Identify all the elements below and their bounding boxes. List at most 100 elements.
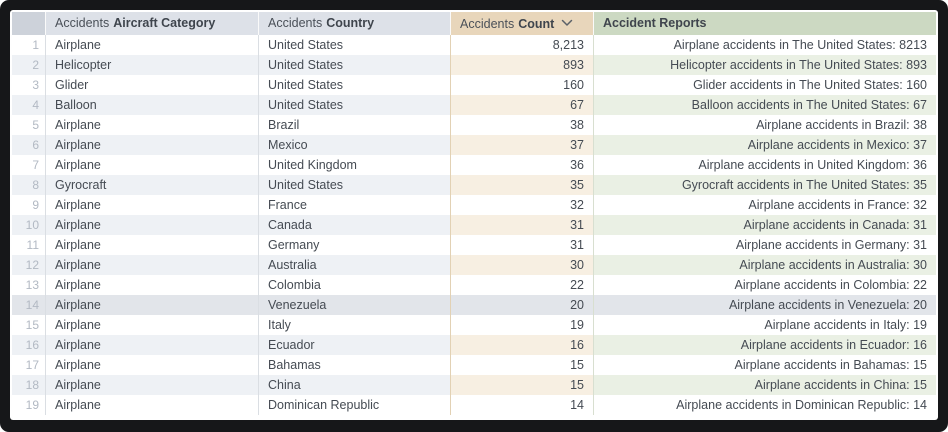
cell-aircraft-category: Airplane	[45, 395, 258, 415]
row-number: 11	[26, 238, 39, 252]
cell-accident-report: Airplane accidents in The United States:…	[593, 35, 936, 55]
cell-country: Italy	[258, 315, 450, 335]
cell-count: 31	[450, 235, 593, 255]
cell-country: United States	[258, 95, 450, 115]
cell-accident-report: Airplane accidents in China: 15	[593, 375, 936, 395]
cell-count: 35	[450, 175, 593, 195]
cell-country: Ecuador	[258, 335, 450, 355]
table-row[interactable]: 10 Airplane Canada 31 Airplane accidents…	[12, 215, 936, 235]
cell-aircraft-category: Airplane	[45, 375, 258, 395]
header-count-sorted[interactable]: Accidents Count	[450, 12, 593, 35]
cell-aircraft-category: Airplane	[45, 355, 258, 375]
cell-accident-report: Gyrocraft accidents in The United States…	[593, 175, 936, 195]
row-number: 14	[12, 295, 45, 315]
table-row[interactable]: 6 Airplane Mexico 37 Airplane accidents …	[12, 135, 936, 155]
cell-count: 38	[450, 115, 593, 135]
cell-aircraft-category: Airplane	[45, 295, 258, 315]
cell-count: 893	[450, 55, 593, 75]
row-number: 4	[12, 95, 45, 115]
table-row[interactable]: 8 Gyrocraft United States 35 Gyrocraft a…	[12, 175, 936, 195]
header-label: Aircraft Category	[113, 16, 216, 30]
cell-aircraft-category: Airplane	[45, 275, 258, 295]
row-number: 12	[12, 255, 45, 275]
cell-country: Mexico	[258, 135, 450, 155]
row-number: 5	[32, 118, 39, 132]
cell-count: 31	[450, 215, 593, 235]
cell-count: 15	[450, 355, 593, 375]
table-row[interactable]: 19 Airplane Dominican Republic 14 Airpla…	[12, 395, 936, 415]
table-row[interactable]: 18 Airplane China 15 Airplane accidents …	[12, 375, 936, 395]
row-number: 2	[12, 55, 45, 75]
cell-count: 16	[450, 335, 593, 355]
table-row[interactable]: 4 Balloon United States 67 Balloon accid…	[12, 95, 936, 115]
cell-aircraft-category: Airplane	[45, 115, 258, 135]
cell-aircraft-category: Airplane	[45, 235, 258, 255]
row-number: 13	[25, 278, 39, 292]
cell-count: 67	[450, 95, 593, 115]
cell-accident-report: Airplane accidents in Germany: 31	[593, 235, 936, 255]
row-number: 19	[25, 398, 39, 412]
cell-count: 37	[450, 135, 593, 155]
cell-country: United States	[258, 35, 450, 55]
table-row[interactable]: 17 Airplane Bahamas 15 Airplane accident…	[12, 355, 936, 375]
cell-country: Venezuela	[258, 295, 450, 315]
cell-accident-report: Airplane accidents in Ecuador: 16	[593, 335, 936, 355]
header-prefix: Accidents	[55, 16, 110, 30]
header-label: Country	[326, 16, 375, 30]
table-row[interactable]: 5 Airplane Brazil 38 Airplane accidents …	[12, 115, 936, 135]
header-label: Count	[518, 17, 555, 31]
cell-aircraft-category: Glider	[45, 75, 258, 95]
cell-accident-report: Airplane accidents in Mexico: 37	[593, 135, 936, 155]
header-row-number	[12, 12, 45, 35]
table-row[interactable]: 3 Glider United States 160 Glider accide…	[12, 75, 936, 95]
table-row[interactable]: 2 Helicopter United States 893 Helicopte…	[12, 55, 936, 75]
cell-aircraft-category: Airplane	[45, 135, 258, 155]
cell-country: Dominican Republic	[258, 395, 450, 415]
header-country[interactable]: Accidents Country	[258, 12, 450, 35]
cell-aircraft-category: Gyrocraft	[45, 175, 258, 195]
table-header-row: Accidents Aircraft Category Accidents Coun…	[12, 12, 936, 35]
row-number: 1	[32, 38, 39, 52]
cell-country: United Kingdom	[258, 155, 450, 175]
cell-accident-report: Airplane accidents in Italy: 19	[593, 315, 936, 335]
cell-count: 22	[450, 275, 593, 295]
header-aircraft-category[interactable]: Accidents Aircraft Category	[45, 12, 258, 35]
cell-accident-report: Airplane accidents in Brazil: 38	[593, 115, 936, 135]
row-number: 18	[12, 375, 45, 395]
cell-country: Bahamas	[258, 355, 450, 375]
data-table: Accidents Aircraft Category Accidents Coun…	[10, 10, 938, 420]
table-row[interactable]: 1 Airplane United States 8,213 Airplane …	[12, 35, 936, 55]
header-prefix: Accidents	[268, 16, 323, 30]
cell-country: Colombia	[258, 275, 450, 295]
table-row[interactable]: 14 Airplane Venezuela 20 Airplane accide…	[12, 295, 936, 315]
cell-aircraft-category: Balloon	[45, 95, 258, 115]
row-number: 17	[25, 358, 39, 372]
table-row[interactable]: 7 Airplane United Kingdom 36 Airplane ac…	[12, 155, 936, 175]
cell-count: 30	[450, 255, 593, 275]
cell-accident-report: Airplane accidents in Canada: 31	[593, 215, 936, 235]
cell-accident-report: Airplane accidents in Dominican Republic…	[593, 395, 936, 415]
header-accident-reports[interactable]: Accident Reports	[593, 12, 936, 35]
table-row[interactable]: 13 Airplane Colombia 22 Airplane acciden…	[12, 275, 936, 295]
table-row[interactable]: 15 Airplane Italy 19 Airplane accidents …	[12, 315, 936, 335]
table-row[interactable]: 16 Airplane Ecuador 16 Airplane accident…	[12, 335, 936, 355]
cell-count: 8,213	[450, 35, 593, 55]
cell-count: 14	[450, 395, 593, 415]
chevron-down-icon	[561, 12, 573, 35]
cell-aircraft-category: Helicopter	[45, 55, 258, 75]
row-number: 3	[32, 78, 39, 92]
table-body: 1 Airplane United States 8,213 Airplane …	[12, 35, 936, 415]
cell-count: 19	[450, 315, 593, 335]
cell-count: 32	[450, 195, 593, 215]
table-row[interactable]: 9 Airplane France 32 Airplane accidents …	[12, 195, 936, 215]
cell-accident-report: Airplane accidents in Colombia: 22	[593, 275, 936, 295]
cell-aircraft-category: Airplane	[45, 155, 258, 175]
table-row[interactable]: 11 Airplane Germany 31 Airplane accident…	[12, 235, 936, 255]
cell-accident-report: Airplane accidents in Venezuela: 20	[593, 295, 936, 315]
table-row[interactable]: 12 Airplane Australia 30 Airplane accide…	[12, 255, 936, 275]
row-number: 10	[12, 215, 45, 235]
row-number: 6	[12, 135, 45, 155]
cell-aircraft-category: Airplane	[45, 35, 258, 55]
cell-country: Australia	[258, 255, 450, 275]
